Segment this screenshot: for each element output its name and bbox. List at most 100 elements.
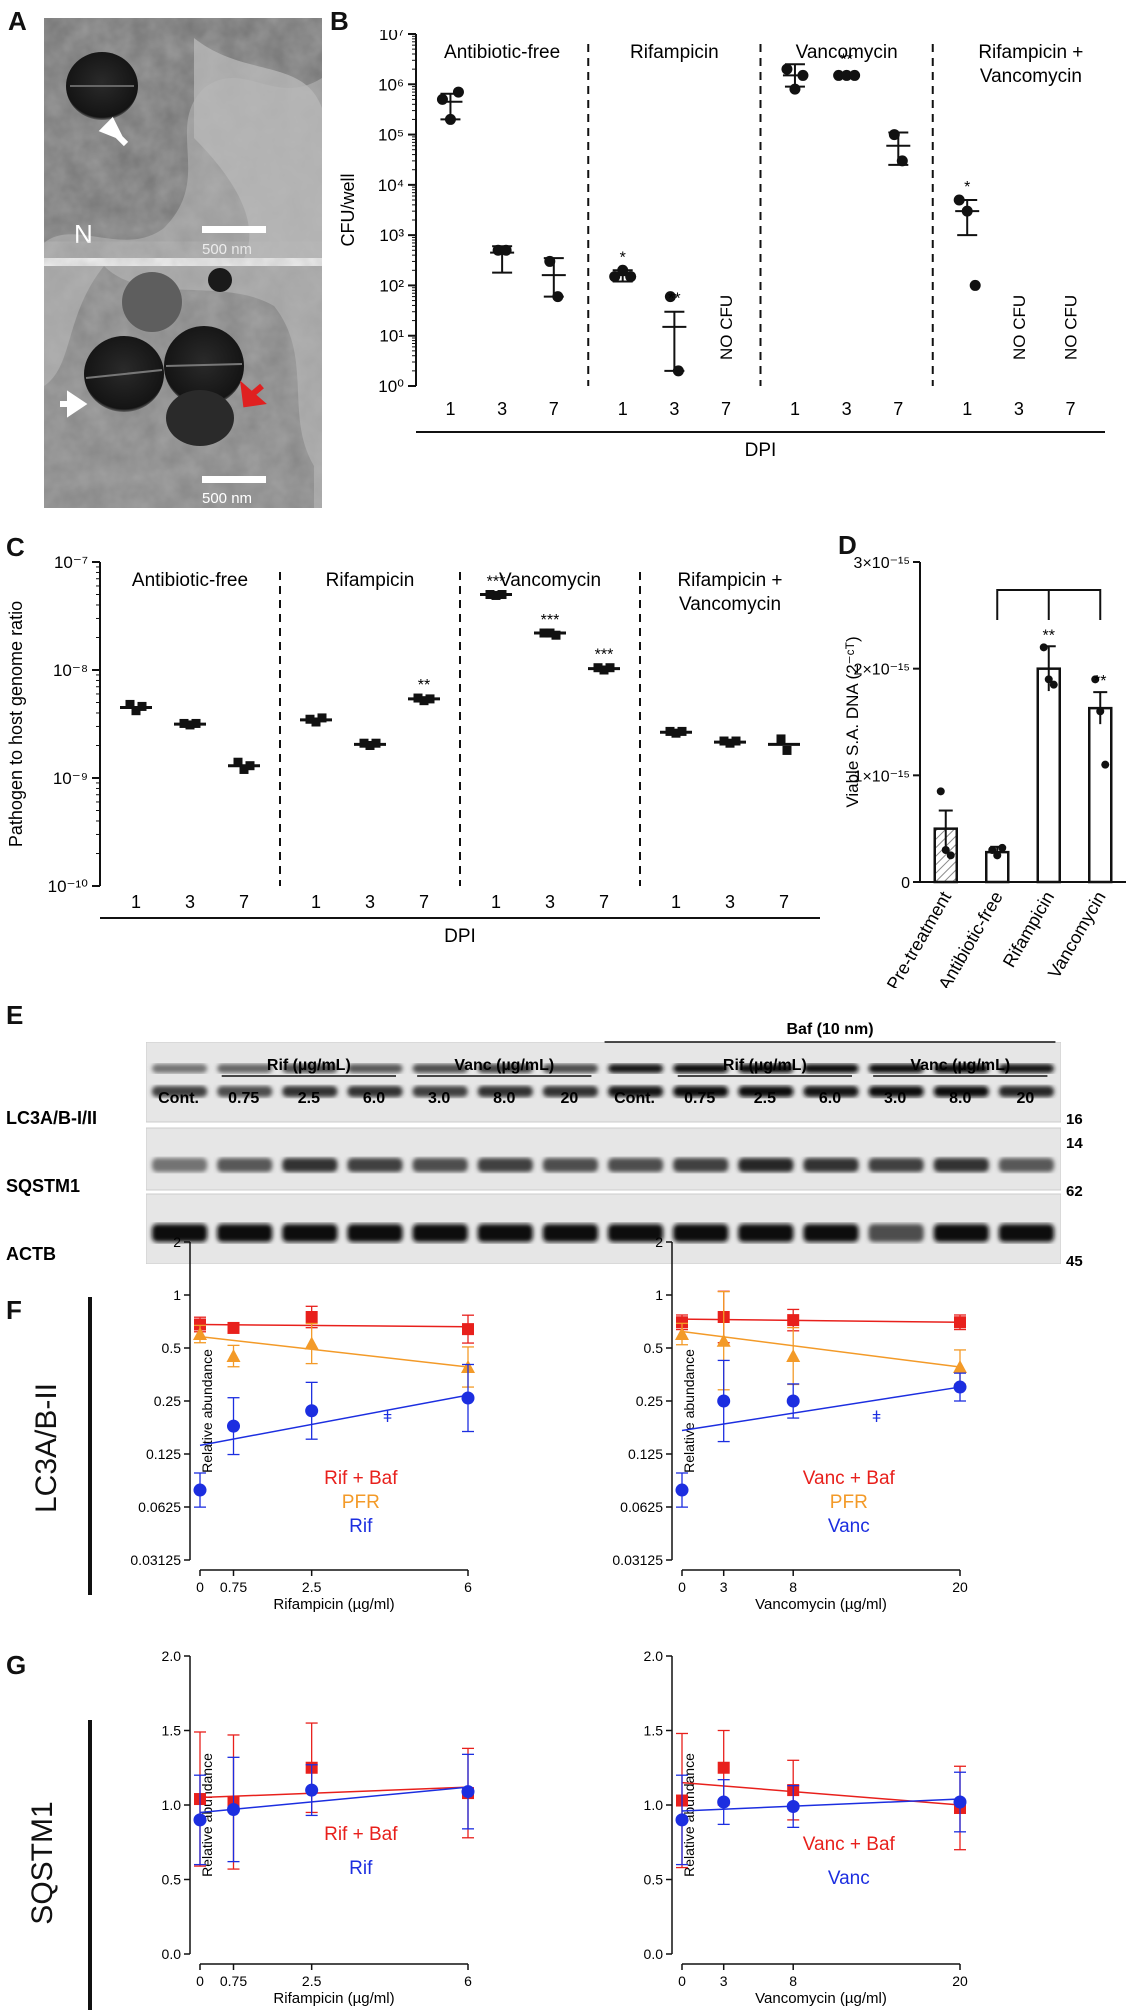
- blot-band: [803, 1158, 859, 1172]
- data-point: [665, 726, 675, 736]
- data-point: [1096, 707, 1105, 716]
- data-point-square: [194, 1318, 206, 1331]
- data-point: [413, 693, 423, 703]
- bar: [1088, 706, 1113, 884]
- data-point: [797, 69, 809, 81]
- y-tick-label: 1.5: [644, 1723, 664, 1739]
- blot-band: [673, 1086, 729, 1097]
- data-point: [436, 93, 448, 105]
- y-tick-label: 3×10⁻¹⁵: [854, 555, 910, 572]
- y-axis-label: Pathogen to host genome ratio: [6, 601, 26, 847]
- blot-band: [608, 1158, 664, 1172]
- blot-band: [152, 1086, 208, 1097]
- significance-mark: **: [418, 677, 430, 694]
- blot-band: [282, 1224, 338, 1242]
- blot-band: [933, 1158, 989, 1172]
- x-tick-label: 20: [952, 1579, 968, 1595]
- group-title: Antibiotic-free: [444, 42, 560, 63]
- blot-band: [477, 1224, 533, 1242]
- legend-entry: Vanc + Baf: [803, 1468, 896, 1489]
- blot-band: [868, 1224, 924, 1242]
- x-tick-label: 6: [464, 1973, 472, 1989]
- blot-band: [152, 1224, 208, 1242]
- data-point: [936, 787, 945, 796]
- y-tick-label: 2: [655, 1234, 663, 1250]
- significance-mark: **: [840, 52, 852, 69]
- lane-group-label: Rif (µg/mL): [723, 1057, 807, 1074]
- blot-band: [803, 1086, 859, 1097]
- significance-mark: **: [1094, 673, 1106, 690]
- data-point: [1101, 760, 1110, 769]
- lane-label: 8.0: [493, 1090, 515, 1107]
- data-point: [888, 129, 900, 141]
- chart-d-viable-dna: 0 1×10⁻¹⁵ 2×10⁻¹⁵ 3×10⁻¹⁵ Viable S.A. DNA (2…: [843, 555, 1126, 988]
- data-point: [419, 696, 429, 706]
- blot-band: [803, 1064, 859, 1073]
- red-arrow-icon: [240, 380, 267, 408]
- y-tick-label: 0: [901, 875, 910, 892]
- panel-label-b: B: [330, 6, 349, 36]
- blot-band: [933, 1086, 989, 1097]
- data-point: [617, 264, 629, 276]
- blot-labels: Baf (10 nm) Rif (µg/mL) Vanc (µg/mL) Rif (µ…: [6, 1021, 1083, 1268]
- fit-line: [681, 1386, 961, 1432]
- y-tick-label: 1.5: [162, 1723, 182, 1739]
- dpi-tick-label: 3: [545, 892, 555, 912]
- lane-label: Cont.: [614, 1090, 655, 1107]
- lane-label: 20: [1017, 1090, 1035, 1107]
- data-point: [609, 271, 621, 283]
- x-tick-label: 0: [678, 1973, 686, 1989]
- dpi-tick-label: 7: [1066, 399, 1076, 419]
- white-arrow-icon: [60, 390, 88, 418]
- x-tick-label: 6: [464, 1579, 472, 1595]
- data-point: [941, 846, 950, 854]
- blot-band: [998, 1158, 1054, 1172]
- lane-label: 8.0: [949, 1090, 971, 1107]
- y-tick-label: 10⁻⁷: [54, 553, 88, 572]
- data-point-circle: [953, 1795, 967, 1809]
- x-axis-label: Rifampicin (µg/ml): [273, 1596, 394, 1613]
- dpi-tick-label: 7: [549, 399, 559, 419]
- blot-band: [542, 1158, 598, 1172]
- data-point: [782, 745, 792, 755]
- data-point: [833, 69, 845, 81]
- micrograph-top: N 500 nm: [44, 18, 322, 258]
- blot-row-label: ACTB: [6, 1244, 56, 1264]
- data-point: [491, 590, 501, 600]
- legend-entry: Rif: [349, 1516, 373, 1537]
- blot-band: [477, 1158, 533, 1172]
- dpi-tick-label: 1: [671, 892, 681, 912]
- dpi-tick-label: 1: [790, 399, 800, 419]
- data-point: [953, 194, 965, 206]
- x-tick-label: 8: [789, 1579, 797, 1595]
- x-tick-label: 20: [952, 1973, 968, 1989]
- y-tick-label: 10⁻⁸: [53, 661, 88, 680]
- data-point-circle: [305, 1783, 319, 1797]
- data-point: [625, 271, 637, 283]
- blot-band: [282, 1158, 338, 1172]
- y-tick-label: 10⁰: [378, 377, 404, 396]
- fit-line: [681, 1330, 961, 1368]
- data-point-circle: [717, 1394, 731, 1408]
- data-point-square: [305, 1310, 318, 1323]
- legend-entry: Rif + Baf: [324, 1468, 398, 1489]
- data-point-triangle: [193, 1327, 207, 1341]
- no-cfu-label: NO CFU: [1010, 295, 1029, 360]
- data-point-circle: [675, 1813, 689, 1827]
- y-tick-label: 0.25: [636, 1393, 663, 1409]
- y-tick-label: 1.0: [644, 1797, 664, 1813]
- y-tick-label: 0.25: [154, 1393, 181, 1409]
- bar: [1036, 667, 1061, 884]
- significance-mark: *: [964, 179, 970, 196]
- blot-band: [738, 1224, 794, 1242]
- dpi-tick-label: 7: [779, 892, 789, 912]
- dpi-tick-label: 7: [721, 399, 731, 419]
- dpi-tick-label: 3: [842, 399, 852, 419]
- legend-entry: Vanc: [828, 1516, 870, 1537]
- scale-label: 500 nm: [202, 241, 252, 258]
- data-point: [671, 728, 681, 738]
- data-point: [776, 734, 786, 744]
- blot-band: [542, 1064, 598, 1073]
- data-point-circle: [461, 1785, 475, 1799]
- x-axis-label: DPI: [444, 926, 476, 947]
